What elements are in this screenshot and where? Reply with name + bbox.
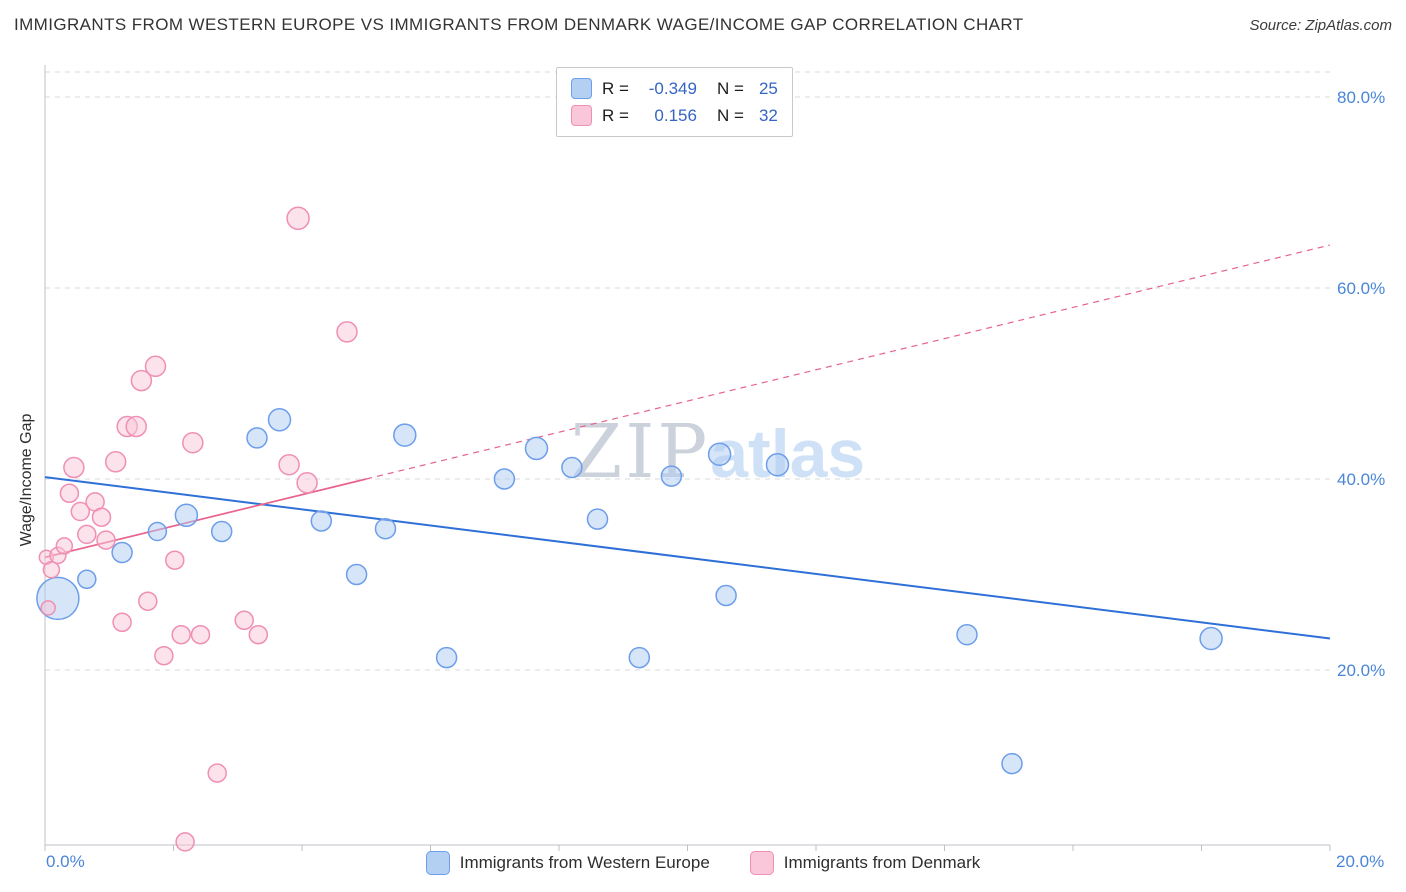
svg-text:40.0%: 40.0% — [1337, 470, 1385, 489]
scatter-point-western-europe — [267, 408, 292, 432]
r-value: 0.156 — [654, 105, 697, 125]
correlation-legend-row-western-europe: R = -0.349 N = 25 — [571, 75, 778, 102]
scatter-point-denmark — [234, 610, 254, 631]
scatter-point-denmark — [125, 415, 147, 438]
trend-line-denmark — [44, 244, 1331, 559]
series-legend-item-western-europe: Immigrants from Western Europe — [425, 851, 710, 875]
scatter-point-western-europes — [36, 408, 1223, 775]
scatter-point-denmark — [154, 645, 174, 666]
scatter-point-denmark — [207, 763, 227, 783]
scatter-point-western-europe — [210, 520, 233, 543]
axes — [44, 65, 1331, 851]
scatter-point-western-europe — [246, 427, 268, 449]
scatter-point-denmark — [190, 624, 211, 645]
trend-line-western-europe — [44, 476, 1331, 640]
scatter-point-denmark — [175, 832, 195, 852]
series-legend-item-denmark: Immigrants from Denmark — [749, 851, 981, 875]
scatter-point-denmark — [91, 507, 112, 527]
scatter-point-denmark — [70, 501, 91, 522]
scatter-point-western-europe — [393, 423, 417, 447]
scatter-point-western-europe — [77, 569, 97, 590]
scatter-point-western-europe — [147, 521, 168, 542]
scatter-point-denmark — [278, 453, 300, 476]
scatter-point-denmark — [182, 431, 204, 454]
scatter-point-denmark — [63, 456, 85, 479]
r-value: -0.349 — [648, 78, 697, 98]
scatter-point-western-europe — [493, 468, 516, 490]
page-title: IMMIGRANTS FROM WESTERN EUROPE VS IMMIGR… — [14, 15, 1024, 34]
x-axis-tick-max: 20.0% — [1336, 852, 1385, 871]
western-europe-swatch — [571, 78, 592, 99]
gridlines — [45, 71, 1330, 671]
correlation-legend: R = -0.349 N = 25 R = 0.156 N = 32 — [556, 67, 793, 137]
series-legend: Immigrants from Western Europe Immigrant… — [0, 851, 1406, 875]
scatter-point-western-europe — [524, 436, 549, 461]
r-label: R = — [602, 78, 629, 98]
series-legend-label: Immigrants from Denmark — [783, 853, 981, 872]
scatter-point-denmark — [96, 530, 116, 550]
scatter-point-western-europe — [435, 646, 458, 669]
scatter-point-denmark — [336, 321, 358, 343]
scatter-point-denmark — [55, 537, 74, 555]
svg-text:20.0%: 20.0% — [1337, 661, 1385, 680]
scatter-point-western-europe — [345, 563, 368, 586]
scatter-point-denmark — [40, 600, 56, 616]
scatter-point-western-europe — [765, 452, 790, 477]
scatter-point-denmark — [165, 550, 185, 570]
scatter-point-western-europe — [1001, 752, 1023, 775]
n-label: N = — [716, 105, 744, 125]
scatter-point-denmark — [138, 591, 158, 611]
scatter-point-denmark — [77, 524, 97, 545]
scatter-point-western-europe — [628, 646, 651, 669]
scatter-point-western-europe — [174, 503, 199, 528]
n-value: 32 — [758, 105, 778, 125]
svg-text:60.0%: 60.0% — [1337, 279, 1385, 298]
scatter-point-denmark — [104, 451, 127, 473]
scatter-point-western-europe — [707, 442, 732, 466]
x-axis-tick-min: 0.0% — [46, 852, 85, 871]
scatter-point-denmarks — [38, 206, 358, 852]
n-value: 25 — [758, 78, 778, 98]
denmark-swatch — [749, 851, 774, 875]
scatter-point-western-europe — [660, 465, 683, 487]
series-legend-label: Immigrants from Western Europe — [459, 853, 710, 872]
scatter-point-western-europe — [586, 508, 609, 530]
scatter-point-denmark — [171, 624, 191, 645]
scatter-point-denmark — [130, 369, 153, 392]
scatter-point-denmark — [248, 624, 269, 645]
scatter-point-western-europe — [111, 541, 133, 564]
scatter-point-denmark — [112, 612, 132, 633]
scatter-point-denmark — [286, 206, 310, 231]
source-attribution: Source: ZipAtlas.com — [1249, 17, 1392, 34]
scatter-point-western-europe — [310, 510, 333, 532]
scatter-point-western-europe — [1199, 626, 1223, 651]
western-europe-swatch — [425, 851, 450, 875]
y-axis-tick-labels: 20.0% 40.0% 60.0% 80.0% — [1337, 88, 1385, 680]
svg-text:80.0%: 80.0% — [1337, 88, 1385, 107]
denmark-swatch — [571, 105, 592, 126]
scatter-point-western-europe — [374, 517, 397, 540]
scatter-point-western-europe — [715, 584, 737, 607]
correlation-legend-row-denmark: R = 0.156 N = 32 — [571, 102, 778, 129]
y-axis-title: Wage/Income Gap — [18, 413, 35, 547]
n-label: N = — [716, 78, 744, 98]
scatter-point-western-europe — [561, 456, 583, 479]
scatter-point-denmark — [42, 560, 61, 579]
r-label: R = — [602, 105, 629, 125]
scatter-point-denmark — [296, 472, 318, 494]
scatter-point-denmark — [59, 483, 80, 504]
watermark: ZIPatlas — [571, 409, 865, 495]
scatter-point-denmark — [144, 355, 167, 378]
scatter-point-western-europe — [956, 623, 978, 646]
